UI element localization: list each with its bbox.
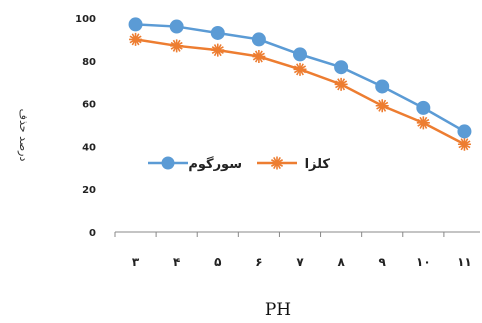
y-axis-label: درصد حذف: [17, 109, 30, 162]
y-tick-label: 60: [82, 100, 96, 111]
y-tick-label: 20: [82, 185, 96, 196]
legend-label: کلزا: [305, 157, 331, 172]
series-layer: [128, 17, 472, 151]
x-tick-label: ۸: [337, 255, 345, 269]
y-tick-label: 100: [75, 14, 96, 25]
y-tick-label: 80: [82, 57, 96, 68]
data-point: [375, 99, 389, 113]
data-point: [416, 100, 431, 115]
data-point: [251, 32, 266, 47]
data-point: [252, 50, 266, 64]
data-point: [375, 79, 390, 94]
y-tick-label: 0: [89, 228, 96, 239]
data-point: [457, 137, 471, 151]
data-point: [210, 25, 225, 40]
y-tick-labels: 0 20 40 60 80 100: [75, 14, 96, 239]
x-axis-label: PH: [265, 300, 291, 320]
x-tick-label: ۷: [296, 255, 304, 269]
series-line: [135, 23, 466, 133]
x-tick-label: ۴: [173, 255, 180, 269]
legend: سورگوم کلزا: [148, 156, 330, 172]
y-tick-label: 40: [82, 142, 96, 153]
x-tick-labels: ۳ ۴ ۵ ۶ ۷ ۸ ۹ ۱۰ ۱۱: [132, 255, 472, 269]
x-tick-label: ۱۰: [416, 255, 431, 269]
legend-marker: [270, 156, 284, 170]
data-point: [170, 39, 184, 53]
data-point: [293, 47, 307, 62]
data-point: [128, 17, 143, 32]
data-point: [211, 43, 225, 57]
data-point: [293, 62, 307, 76]
data-point: [129, 32, 143, 46]
x-tick-label: ۵: [214, 255, 221, 269]
data-point: [334, 77, 348, 91]
legend-marker: [161, 156, 175, 170]
legend-label: سورگوم: [188, 156, 242, 172]
x-tick-label: ۱۱: [457, 255, 472, 269]
data-point: [416, 116, 430, 130]
x-tick-label: ۶: [255, 255, 262, 269]
data-point: [334, 60, 349, 75]
x-tick-label: ۹: [379, 255, 387, 269]
data-point: [169, 19, 184, 34]
data-point: [457, 124, 472, 139]
x-tick-label: ۳: [132, 255, 140, 269]
axes: [114, 231, 480, 237]
